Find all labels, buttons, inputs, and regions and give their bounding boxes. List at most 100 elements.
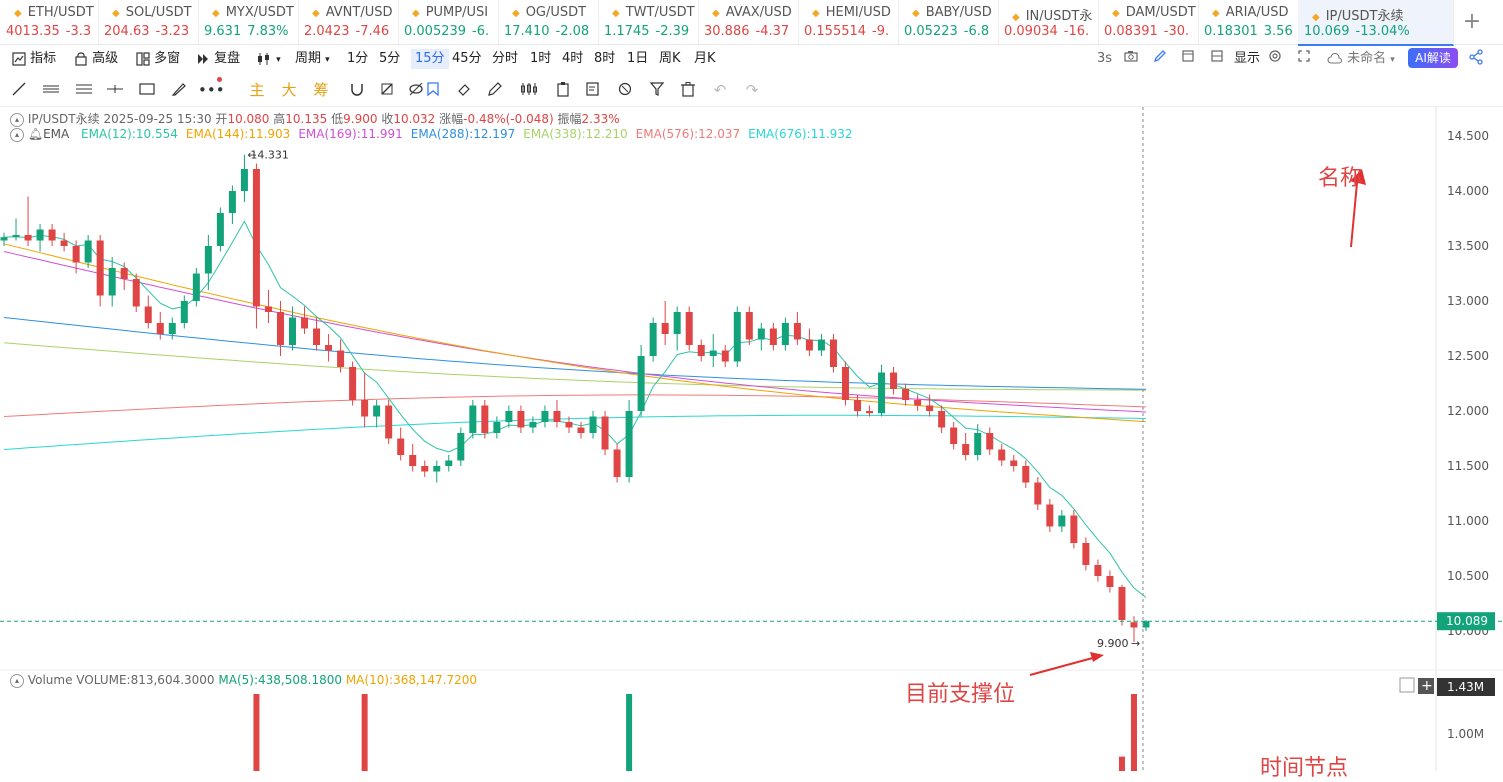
rectangle-tool-icon[interactable]	[136, 81, 158, 99]
collapse-icon[interactable]: ▴	[10, 673, 24, 688]
filter-icon[interactable]	[646, 81, 668, 99]
star-icon[interactable]: ◆	[1212, 8, 1220, 19]
ticker-tab[interactable]: ◆ IN/USDT永 0.09034 -16.	[998, 0, 1099, 44]
crosshair-tool-icon[interactable]	[104, 81, 126, 99]
lock-drawings-icon[interactable]	[376, 81, 398, 99]
star-icon[interactable]: ◆	[312, 8, 320, 19]
ticker-tab[interactable]: ◆ ARIA/USD 0.18301 3.56	[1198, 0, 1299, 44]
window-icon[interactable]	[1181, 49, 1195, 69]
ticker-change: 3.56	[1263, 24, 1293, 39]
star-icon[interactable]: ◆	[712, 8, 720, 19]
star-icon[interactable]: ◆	[1312, 12, 1320, 23]
chip-distribution-tool[interactable]: 筹	[313, 81, 329, 99]
refresh-icon[interactable]	[614, 81, 636, 99]
candle-body	[72, 246, 80, 263]
main-force-tool[interactable]: 主	[249, 81, 265, 99]
trash-icon[interactable]	[677, 81, 699, 99]
candle-body	[938, 411, 946, 428]
ai-analysis-button[interactable]: AI解读	[1408, 48, 1458, 68]
clipboard-icon[interactable]	[552, 81, 574, 99]
ticker-tab[interactable]: ◆ IP/USDT永续 10.069 -13.04%	[1298, 0, 1454, 46]
candle-body	[685, 312, 693, 345]
indicators-button[interactable]: 指标	[12, 49, 56, 69]
fullscreen-icon[interactable]	[1297, 49, 1311, 69]
ticker-tab[interactable]: ◆ AVAX/USD 30.886 -4.37	[698, 0, 799, 44]
star-icon[interactable]: ◆	[14, 8, 22, 19]
display-button[interactable]: 显示	[1234, 49, 1260, 69]
candle-body	[661, 323, 669, 334]
star-icon[interactable]: ◆	[412, 8, 420, 19]
interval-8[interactable]: 1日	[627, 51, 649, 66]
edit-icon[interactable]	[484, 81, 506, 99]
more-tools-icon[interactable]: •••	[198, 77, 225, 99]
ticker-tab[interactable]: ◆ BABY/USD 0.05223 -6.8	[898, 0, 999, 44]
star-icon[interactable]: ◆	[612, 8, 620, 19]
bookmark-tool-icon[interactable]	[422, 81, 444, 99]
pane-minimize-icon[interactable]	[1399, 677, 1415, 693]
layout-name-dropdown[interactable]: 未命名 ▾	[1327, 49, 1395, 69]
star-icon[interactable]: ◆	[112, 8, 120, 19]
collapse-icon[interactable]: ▴	[10, 127, 24, 142]
price-tick-label: 14.500	[1447, 129, 1489, 143]
star-icon[interactable]: ◆	[1012, 12, 1020, 23]
interval-5[interactable]: 1时	[530, 51, 552, 66]
interval-9[interactable]: 周K	[659, 51, 681, 66]
ticker-tab[interactable]: ◆ MYX/USDT 9.631 7.83%	[198, 0, 299, 44]
refresh-interval[interactable]: 3s	[1097, 49, 1112, 69]
ema-legend-item: EMA(144):11.903	[185, 127, 291, 141]
multiwindow-button[interactable]: 多窗	[136, 49, 180, 69]
price-tick-label: 13.000	[1447, 294, 1489, 308]
layout-icon[interactable]	[1210, 49, 1224, 69]
collapse-icon[interactable]: ▴	[10, 112, 24, 127]
brush-tool-icon[interactable]	[168, 81, 190, 99]
large-order-tool[interactable]: 大	[281, 81, 297, 99]
hide-drawings-icon[interactable]	[405, 81, 427, 99]
pane-add-icon[interactable]	[1418, 678, 1434, 694]
interval-10[interactable]: 月K	[694, 51, 716, 66]
star-icon[interactable]: ◆	[912, 8, 920, 19]
camera-icon[interactable]	[1124, 49, 1138, 69]
horizontal-lines-tool-icon[interactable]	[40, 81, 62, 99]
low-label: 低	[331, 112, 344, 126]
notes-icon[interactable]	[582, 81, 604, 99]
candle-body	[1034, 482, 1042, 505]
redo-icon[interactable]: ↷	[745, 81, 759, 99]
ticker-tab[interactable]: ◆ SOL/USDT 204.63 -3.23	[98, 0, 199, 44]
advanced-button[interactable]: 高级	[74, 49, 118, 69]
star-icon[interactable]: ◆	[812, 8, 820, 19]
interval-4[interactable]: 分时	[492, 51, 519, 66]
magnet-icon[interactable]	[346, 81, 368, 99]
ticker-tab[interactable]: ◆ ETH/USDT 4013.35 -3.3	[0, 0, 99, 44]
trendline-tool-icon[interactable]	[8, 81, 30, 99]
interval-7[interactable]: 8时	[594, 51, 616, 66]
settings-icon[interactable]	[1268, 49, 1282, 69]
interval-1[interactable]: 5分	[379, 51, 401, 66]
interval-0[interactable]: 1分	[347, 51, 369, 66]
interval-3[interactable]: 45分	[452, 51, 482, 66]
share-icon[interactable]	[1468, 49, 1484, 69]
star-icon[interactable]: ◆	[512, 8, 520, 19]
ticker-tab[interactable]: ◆ OG/USDT 17.410 -2.08	[498, 0, 599, 44]
add-tab-button[interactable]: +	[1462, 9, 1482, 34]
ticker-tab[interactable]: ◆ DAM/USDT 0.08391 -30.	[1098, 0, 1199, 44]
bell-icon[interactable]: 🔔︎	[27, 127, 44, 141]
chart-type-button[interactable]: ▾	[256, 49, 281, 69]
ticker-tab[interactable]: ◆ AVNT/USD 2.0423 -7.46	[298, 0, 399, 44]
undo-icon[interactable]: ↶	[713, 81, 727, 99]
eraser-icon[interactable]	[454, 81, 476, 99]
bar-chart-tool-icon[interactable]	[518, 81, 540, 99]
interval-2[interactable]: 15分	[411, 49, 449, 69]
candle-body	[240, 169, 248, 191]
star-icon[interactable]: ◆	[212, 8, 220, 19]
price-chart[interactable]: 14.500 14.000 13.500 13.000 12.500 12.000 11.5…	[0, 107, 1503, 771]
candle-body	[890, 372, 898, 389]
parallel-channel-tool-icon[interactable]	[73, 81, 95, 99]
replay-button[interactable]: 复盘	[196, 49, 240, 69]
ticker-tab[interactable]: ◆ TWT/USDT 1.1745 -2.39	[598, 0, 699, 44]
pen-icon[interactable]	[1153, 49, 1167, 69]
star-icon[interactable]: ◆	[1112, 8, 1120, 19]
period-button[interactable]: 周期 ▾	[295, 49, 330, 69]
interval-6[interactable]: 4时	[562, 51, 584, 66]
ticker-tab[interactable]: ◆ PUMP/USI 0.005239 -6.	[398, 0, 499, 44]
ticker-tab[interactable]: ◆ HEMI/USD 0.155514 -9.	[798, 0, 899, 44]
